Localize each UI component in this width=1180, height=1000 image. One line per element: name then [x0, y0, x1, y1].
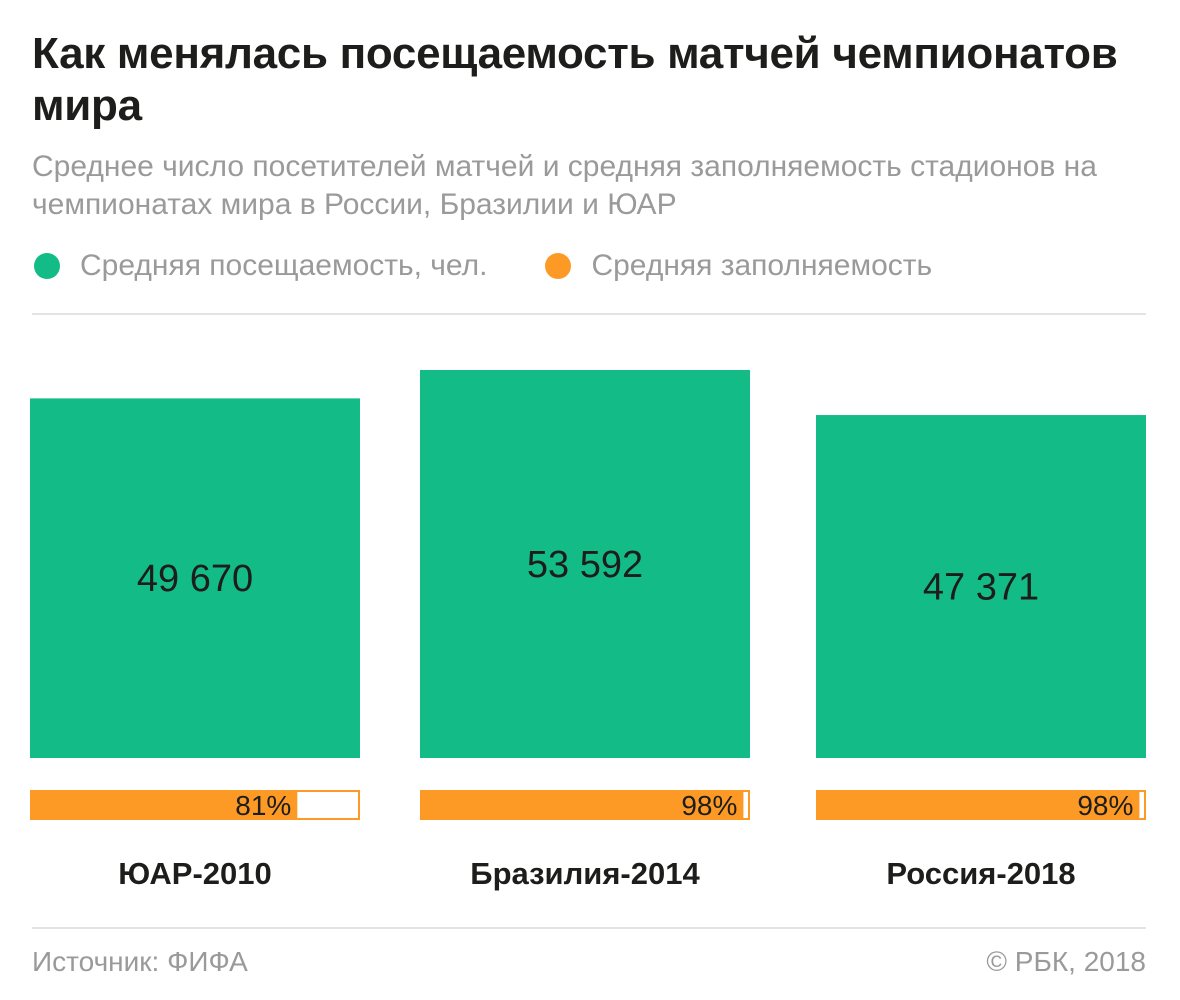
legend-dot-attendance — [34, 253, 60, 279]
occupancy-bar-1 — [420, 790, 744, 820]
occupancy-bar-2 — [816, 790, 1140, 820]
occupancy-value-2: 98% — [1077, 790, 1133, 821]
chart-subtitle: Среднее число посетителей матчей и средн… — [32, 150, 1097, 221]
occupancy-value-0: 81% — [235, 790, 291, 821]
category-label-1: Бразилия-2014 — [470, 856, 700, 891]
category-label-2: Россия-2018 — [886, 856, 1075, 891]
source-note: Источник: ФИФА — [32, 946, 248, 977]
legend-label-occupancy: Средняя заполняемость — [591, 249, 933, 282]
attendance-value-1: 53 592 — [527, 544, 643, 586]
chart-title: Как менялась посещаемость матчей чемпион… — [32, 29, 1118, 130]
legend: Средняя посещаемость, чел. Средняя запол… — [34, 246, 990, 286]
copyright-note: © РБК, 2018 — [986, 946, 1146, 977]
bottom-divider — [32, 927, 1146, 929]
legend-item-occupancy: Средняя заполняемость — [545, 249, 932, 283]
top-divider — [32, 313, 1146, 315]
attendance-value-2: 47 371 — [923, 567, 1039, 609]
category-label-0: ЮАР-2010 — [118, 856, 272, 891]
attendance-bar-1 — [420, 370, 750, 758]
legend-dot-occupancy — [545, 253, 572, 279]
occupancy-value-1: 98% — [681, 790, 737, 821]
legend-label-attendance: Средняя посещаемость, чел. — [80, 249, 488, 282]
attendance-bar-0 — [30, 398, 360, 758]
attendance-value-0: 49 670 — [137, 558, 253, 600]
legend-item-attendance: Средняя посещаемость, чел. — [34, 249, 487, 283]
attendance-bar-2 — [816, 415, 1146, 758]
occupancy-bar-0 — [30, 790, 298, 820]
